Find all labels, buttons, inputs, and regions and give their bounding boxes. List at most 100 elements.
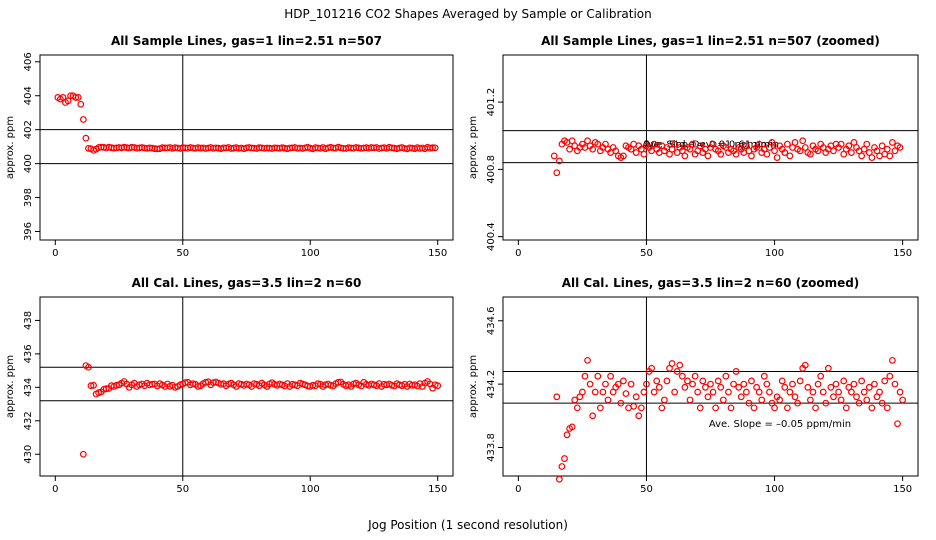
point bbox=[881, 377, 889, 385]
x-tick-label: 50 bbox=[640, 484, 653, 495]
point bbox=[202, 378, 210, 386]
point bbox=[750, 404, 758, 412]
point bbox=[694, 388, 702, 396]
x-tick-label: 0 bbox=[52, 248, 58, 259]
point bbox=[686, 396, 694, 404]
point bbox=[660, 396, 668, 404]
point bbox=[568, 423, 576, 431]
point bbox=[627, 380, 635, 388]
point bbox=[589, 412, 597, 420]
x-tick-label: 100 bbox=[301, 248, 320, 259]
point bbox=[778, 377, 786, 385]
point bbox=[90, 381, 97, 389]
point bbox=[602, 140, 609, 148]
x-tick-label: 50 bbox=[176, 484, 189, 495]
point bbox=[696, 142, 704, 150]
point bbox=[717, 150, 725, 158]
point bbox=[594, 372, 602, 380]
point bbox=[886, 372, 894, 380]
point bbox=[732, 150, 740, 158]
point bbox=[863, 396, 871, 404]
point bbox=[786, 152, 794, 160]
point bbox=[796, 147, 804, 155]
point bbox=[637, 404, 645, 412]
point bbox=[555, 475, 563, 483]
point bbox=[429, 144, 437, 152]
point bbox=[735, 383, 743, 391]
point bbox=[699, 377, 707, 385]
point bbox=[853, 393, 860, 401]
point bbox=[847, 149, 855, 156]
point bbox=[771, 147, 778, 155]
point bbox=[894, 420, 901, 428]
point bbox=[668, 360, 676, 367]
point bbox=[814, 147, 822, 155]
point bbox=[663, 377, 671, 385]
point bbox=[837, 140, 845, 148]
point bbox=[891, 380, 899, 388]
point bbox=[681, 383, 689, 391]
point bbox=[819, 388, 827, 396]
point bbox=[709, 140, 717, 148]
point bbox=[676, 361, 684, 369]
panel-title: All Cal. Lines, gas=3.5 lin=2 n=60 (zoom… bbox=[562, 276, 860, 290]
point bbox=[650, 388, 658, 396]
point bbox=[760, 372, 768, 380]
point bbox=[888, 139, 896, 146]
point bbox=[635, 412, 643, 420]
point bbox=[579, 388, 586, 396]
point bbox=[791, 139, 799, 146]
point bbox=[666, 150, 673, 158]
point bbox=[742, 388, 750, 396]
point bbox=[566, 145, 574, 153]
panel-title: All Cal. Lines, gas=3.5 lin=2 n=60 bbox=[132, 276, 362, 290]
plot-frame bbox=[39, 296, 454, 477]
x-tick-label: 150 bbox=[893, 248, 912, 259]
point bbox=[732, 368, 740, 375]
point bbox=[888, 356, 896, 364]
point bbox=[87, 382, 95, 390]
point bbox=[568, 137, 576, 145]
point bbox=[620, 152, 627, 160]
point bbox=[850, 139, 858, 146]
point bbox=[812, 404, 819, 412]
y-tick-label: 396 bbox=[23, 222, 34, 241]
x-tick-label: 0 bbox=[52, 484, 58, 495]
point bbox=[607, 372, 614, 380]
point bbox=[865, 149, 873, 156]
point bbox=[668, 145, 676, 153]
point bbox=[830, 147, 837, 155]
y-tick-label: 400.8 bbox=[486, 155, 497, 184]
point bbox=[681, 152, 689, 160]
point bbox=[632, 149, 640, 156]
point bbox=[847, 388, 855, 396]
point bbox=[637, 145, 645, 153]
point bbox=[701, 383, 709, 391]
point bbox=[79, 116, 87, 123]
point bbox=[791, 393, 799, 401]
point bbox=[596, 404, 604, 412]
y-tick-label: 404 bbox=[23, 86, 34, 105]
point bbox=[658, 404, 666, 412]
point bbox=[684, 377, 691, 385]
panel: All Sample Lines, gas=1 lin=2.51 n=507 (… bbox=[468, 34, 919, 259]
point bbox=[742, 142, 750, 150]
point bbox=[781, 149, 789, 156]
point bbox=[59, 94, 67, 101]
point bbox=[832, 380, 840, 388]
y-axis-label: approx. ppm bbox=[5, 116, 16, 179]
point bbox=[737, 393, 745, 401]
point bbox=[648, 364, 655, 372]
point bbox=[712, 404, 720, 412]
point bbox=[763, 380, 771, 388]
point bbox=[64, 97, 72, 105]
point bbox=[835, 388, 842, 396]
point bbox=[883, 404, 891, 412]
point bbox=[745, 399, 753, 407]
point bbox=[653, 377, 661, 385]
point bbox=[824, 364, 832, 372]
point bbox=[773, 154, 781, 161]
point bbox=[871, 380, 878, 388]
point bbox=[868, 154, 876, 161]
